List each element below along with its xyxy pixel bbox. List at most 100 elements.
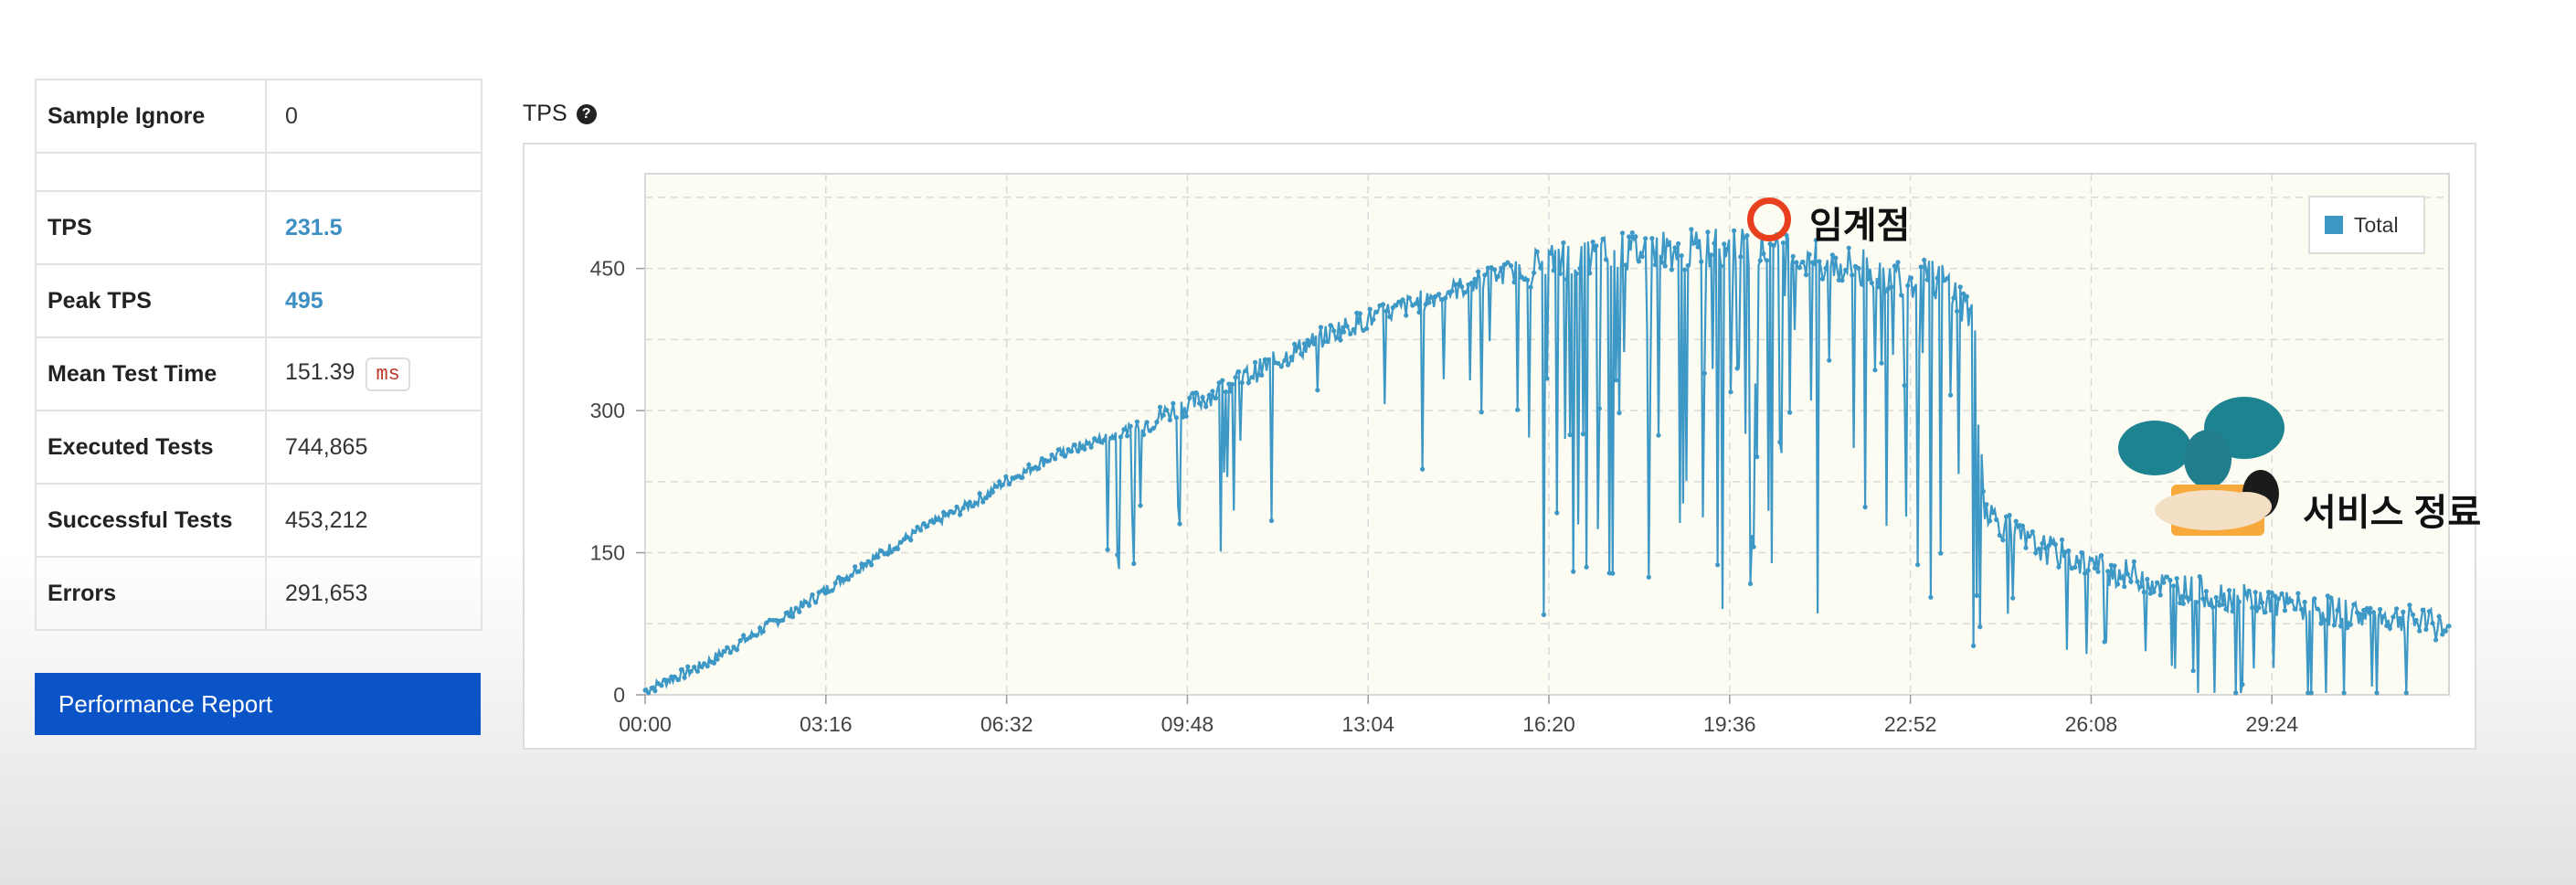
data-point xyxy=(1253,359,1258,365)
data-point xyxy=(2233,690,2239,696)
data-point xyxy=(652,688,658,694)
data-point xyxy=(1827,357,1832,363)
data-point xyxy=(1259,372,1265,378)
data-point xyxy=(1295,345,1300,350)
data-point xyxy=(1751,544,1756,549)
data-point xyxy=(1839,278,1845,283)
data-point xyxy=(1045,458,1052,464)
data-point xyxy=(1351,326,1356,332)
data-point xyxy=(803,600,809,605)
data-point xyxy=(685,664,691,669)
data-point xyxy=(1134,419,1140,424)
data-point xyxy=(1862,505,1868,510)
stat-value: 0 xyxy=(265,79,482,154)
data-point xyxy=(2242,591,2249,596)
data-point xyxy=(1889,284,1894,290)
data-point xyxy=(2105,569,2111,574)
data-point xyxy=(855,569,861,574)
data-point xyxy=(2138,584,2144,590)
data-point xyxy=(1875,284,1882,290)
data-point xyxy=(1505,260,1511,265)
data-point xyxy=(1866,276,1871,282)
data-point xyxy=(1790,253,1796,259)
data-point xyxy=(1872,368,1878,373)
data-point xyxy=(2263,610,2268,615)
data-point xyxy=(2341,690,2347,696)
data-point xyxy=(2328,595,2334,601)
data-point xyxy=(1580,432,1586,437)
data-point xyxy=(2302,599,2307,605)
data-point xyxy=(1449,288,1455,293)
data-point xyxy=(1922,257,1927,262)
data-point xyxy=(2207,602,2212,608)
data-point xyxy=(1908,275,1913,281)
data-point xyxy=(1564,276,1570,283)
performance-report-button[interactable]: Performance Report xyxy=(35,673,481,735)
data-point xyxy=(2380,613,2386,620)
data-point xyxy=(2282,608,2288,613)
data-point xyxy=(2112,563,2117,569)
chart-title-text: TPS xyxy=(523,101,567,126)
spacer-cell xyxy=(35,152,267,192)
data-point xyxy=(1951,295,1956,301)
data-point xyxy=(1557,271,1563,276)
data-point xyxy=(1105,547,1110,552)
chart-legend[interactable]: Total xyxy=(2308,196,2425,254)
data-point xyxy=(925,524,930,529)
data-point xyxy=(1239,380,1245,386)
data-point xyxy=(2056,564,2062,570)
data-point xyxy=(1587,271,1593,276)
data-point xyxy=(1656,432,1661,438)
data-point xyxy=(793,605,799,611)
data-point xyxy=(725,645,730,650)
data-point xyxy=(1829,252,1835,258)
data-point xyxy=(2075,559,2081,564)
data-point xyxy=(2250,605,2255,611)
data-point xyxy=(1328,323,1333,328)
stat-value: 151.39 xyxy=(285,358,355,385)
data-point xyxy=(2027,534,2032,539)
data-point xyxy=(659,683,664,688)
data-point xyxy=(1899,293,1904,298)
data-point xyxy=(1659,260,1665,265)
data-point xyxy=(1695,244,1701,250)
data-point xyxy=(2000,538,2006,543)
data-point xyxy=(1613,378,1618,383)
data-point xyxy=(1400,297,1405,303)
data-point xyxy=(1138,503,1143,508)
data-point xyxy=(2338,624,2344,629)
data-point xyxy=(678,666,684,673)
data-point xyxy=(2102,639,2107,645)
data-point xyxy=(1053,456,1058,462)
data-point xyxy=(2423,626,2429,633)
data-point xyxy=(898,539,904,545)
data-point xyxy=(1171,400,1176,406)
data-point xyxy=(1288,355,1294,360)
data-point xyxy=(1532,270,1537,275)
data-point xyxy=(2306,690,2311,696)
data-point xyxy=(1997,532,2002,538)
data-point xyxy=(1125,433,1130,439)
data-point xyxy=(1111,435,1117,441)
data-point xyxy=(1817,259,1822,264)
data-point xyxy=(1619,230,1626,236)
data-point xyxy=(1148,428,1153,433)
data-point xyxy=(1780,240,1786,246)
data-point xyxy=(1426,300,1432,305)
data-point xyxy=(1594,243,1599,249)
question-circle-icon[interactable]: ? xyxy=(576,103,597,124)
stat-label: Executed Tests xyxy=(35,410,267,485)
data-point xyxy=(1462,290,1468,295)
data-point xyxy=(1348,331,1353,336)
data-point xyxy=(2083,570,2088,576)
data-point xyxy=(944,512,949,517)
data-point xyxy=(1689,227,1694,232)
data-point xyxy=(2368,605,2373,611)
data-point xyxy=(734,647,740,653)
data-point xyxy=(1561,240,1566,246)
data-point xyxy=(2164,574,2169,580)
data-point xyxy=(1672,245,1678,251)
data-point xyxy=(1967,307,1973,313)
data-point xyxy=(1846,245,1851,251)
data-point xyxy=(1193,389,1199,396)
